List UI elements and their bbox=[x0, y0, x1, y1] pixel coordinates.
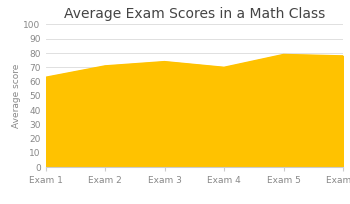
Title: Average Exam Scores in a Math Class: Average Exam Scores in a Math Class bbox=[64, 7, 325, 21]
Y-axis label: Average score: Average score bbox=[12, 64, 21, 128]
